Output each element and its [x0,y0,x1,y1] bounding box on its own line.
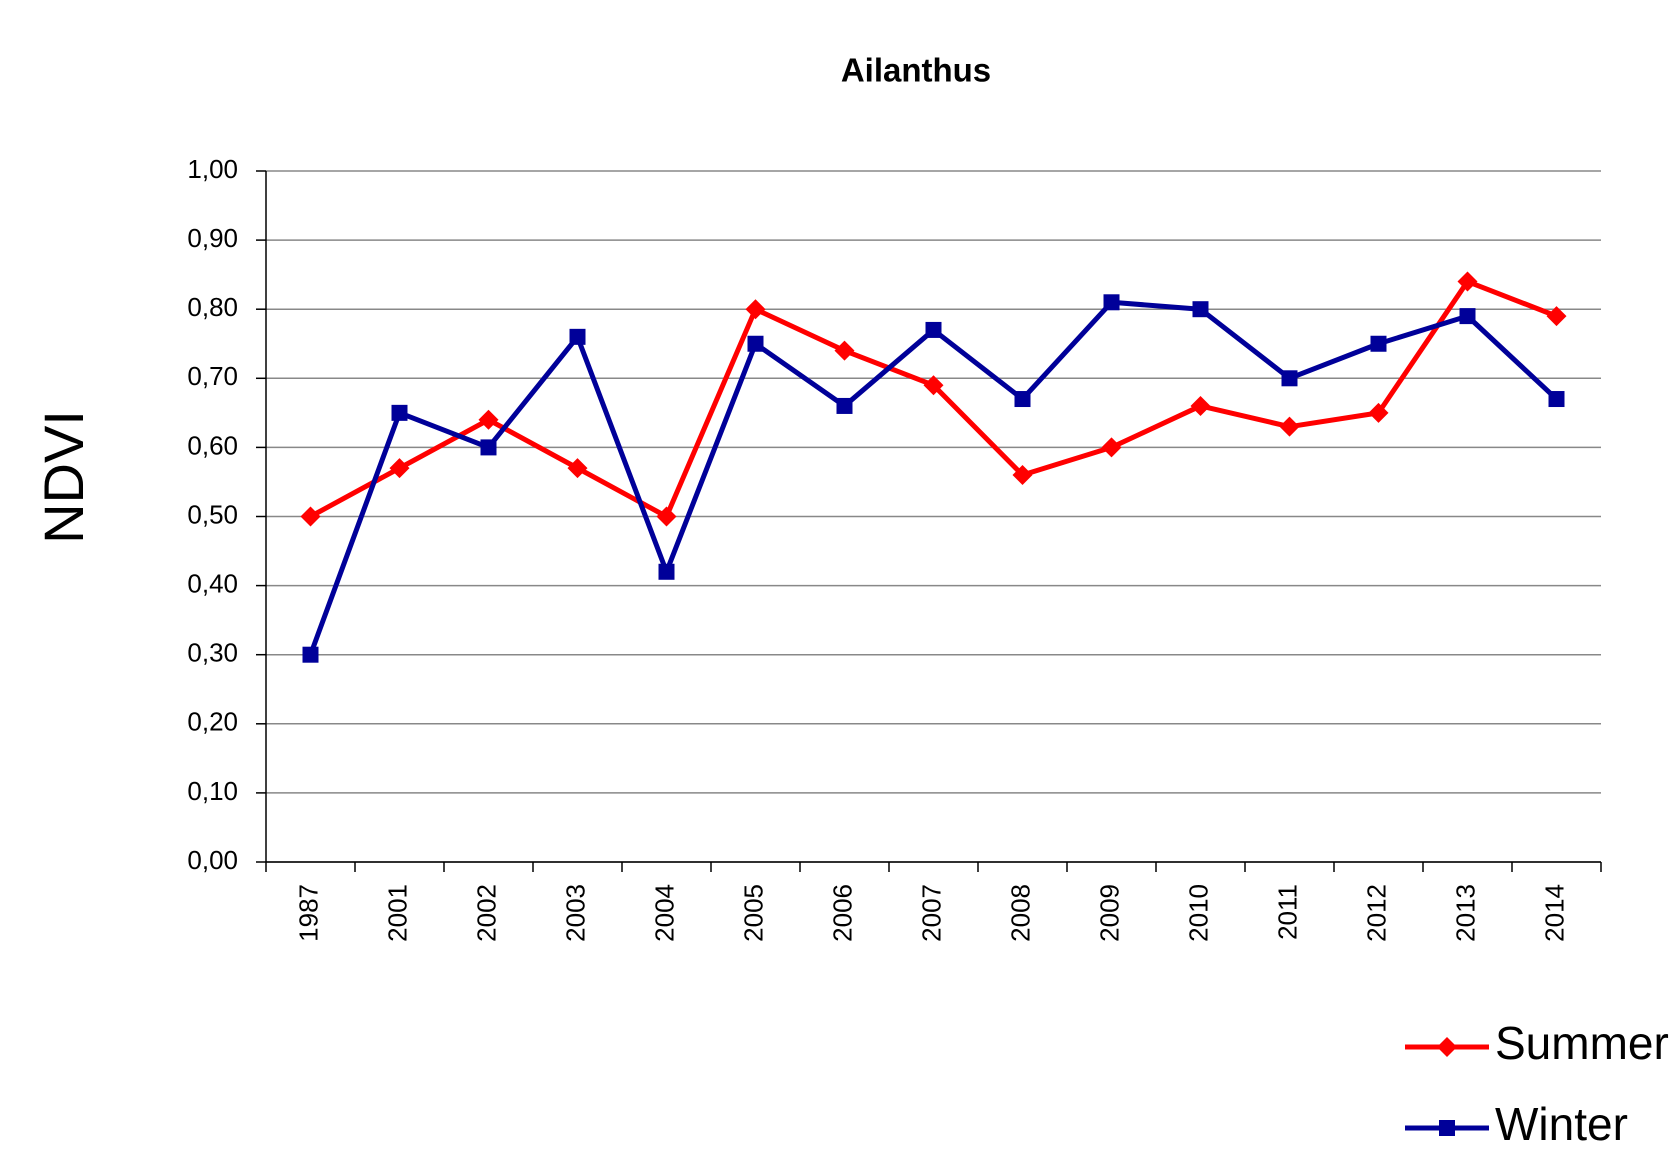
x-tick-label: 2013 [1450,884,1480,942]
y-tick-label: 1,00 [187,154,238,184]
x-tick-label: 2010 [1183,884,1213,942]
data-point [747,335,764,352]
data-point [1279,416,1300,437]
x-tick-label: 2009 [1094,884,1124,942]
x-tick-label: 2005 [738,884,768,942]
data-point [389,458,410,479]
series-line [308,299,1559,656]
data-point [1190,395,1211,416]
data-point [300,506,321,527]
x-tick-label: 2004 [649,884,679,942]
data-point [834,340,855,361]
x-tick-label: 2012 [1361,884,1391,942]
x-tick-label: 2007 [916,884,946,942]
data-point [1012,465,1033,486]
data-point [480,439,497,456]
x-tick-label: 2002 [471,884,501,942]
data-point [836,397,853,414]
data-point [1101,437,1122,458]
x-tick-label: 2003 [560,884,590,942]
x-tick-label: 2014 [1539,884,1569,942]
data-point [1281,370,1298,387]
y-tick-label: 0,60 [187,430,238,460]
data-point [923,375,944,396]
data-point [569,328,586,345]
data-point [567,458,588,479]
data-point [656,506,677,527]
legend-label: Summer [1495,1017,1669,1069]
legend-marker [1439,1120,1455,1136]
data-point [1546,306,1567,327]
data-point [478,409,499,430]
y-tick-label: 0,50 [187,499,238,529]
data-point [1370,335,1387,352]
data-point [1192,301,1209,318]
y-tick-label: 0,70 [187,361,238,391]
data-point [1459,308,1476,325]
y-tick-label: 0,10 [187,776,238,806]
y-tick-label: 0,30 [187,638,238,668]
data-point [1103,294,1120,311]
x-tick-label: 1987 [293,884,323,942]
y-tick-label: 0,20 [187,707,238,737]
y-tick-label: 0,40 [187,568,238,598]
data-point [1548,391,1565,408]
data-point [1014,391,1031,408]
legend-marker [1437,1037,1457,1057]
y-tick-label: 0,80 [187,292,238,322]
x-tick-label: 2006 [827,884,857,942]
x-tick-label: 2008 [1005,884,1035,942]
data-point [925,321,942,338]
x-tick-label: 2011 [1272,884,1302,940]
y-tick-label: 0,00 [187,845,238,875]
chart-title: Ailanthus [841,52,991,89]
series-line [309,279,1558,519]
y-axis-label: NDVI [32,410,95,544]
x-tick-label: 2001 [382,884,412,942]
data-point [1457,271,1478,292]
data-point [302,646,319,663]
data-point [391,404,408,421]
data-point [1368,402,1389,423]
y-tick-label: 0,90 [187,223,238,253]
data-point [745,299,766,320]
legend-label: Winter [1495,1098,1628,1150]
data-point [658,563,675,580]
